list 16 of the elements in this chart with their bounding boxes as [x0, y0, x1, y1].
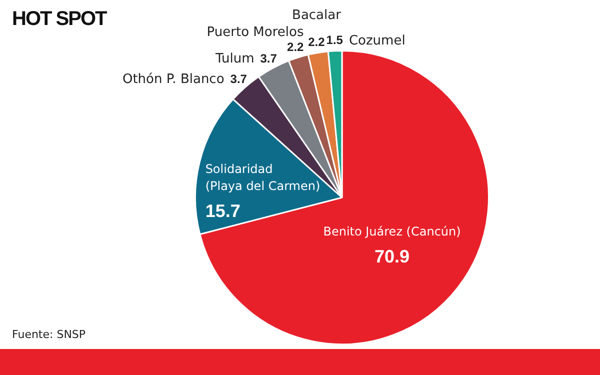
data-label: 3.7: [230, 72, 248, 86]
slice-label: Benito Juárez (Cancún): [323, 224, 461, 239]
data-label: 2.2: [287, 40, 304, 54]
slice-label: Cozumel: [348, 33, 406, 48]
slice-label: Othón P. Blanco: [122, 72, 224, 88]
source-note: Fuente: SNSP: [12, 328, 86, 341]
data-label: 3.7: [260, 51, 278, 66]
slice-label: Puerto Morelos: [206, 25, 304, 40]
data-label: 15.7: [205, 200, 240, 221]
slice-label: Bacalar: [292, 8, 342, 24]
slice-label: Solidaridad (Playa del Carmen): [205, 162, 320, 194]
data-label: 70.9: [374, 246, 410, 266]
chart-title: HOT SPOT: [12, 8, 106, 31]
data-label: 1.5: [326, 33, 344, 48]
data-label: 2.2: [308, 35, 326, 50]
slice-label: Tulum: [214, 51, 254, 66]
